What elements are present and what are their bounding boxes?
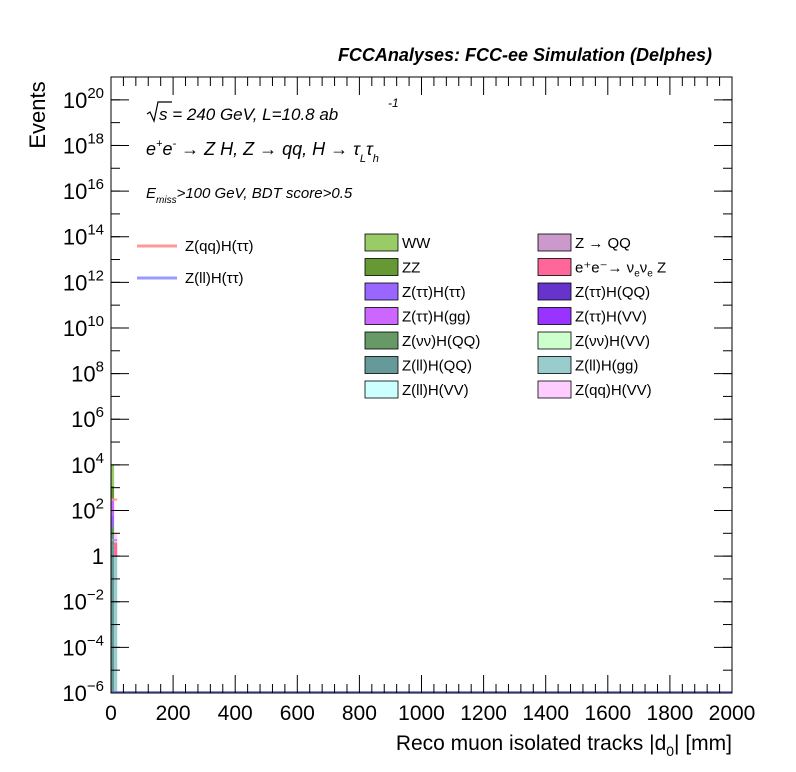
process-annotation: e+e- → Z H, Z → qq, H → τLτh [146, 138, 379, 165]
legend-label-z-h-gg: Z(ττ)H(gg) [402, 309, 471, 326]
lumi-exponent: -1 [388, 96, 399, 110]
legend-box-z-h-qq [537, 282, 572, 301]
legend-box-z-h-vv [537, 331, 572, 350]
legend-box-z-qq [537, 233, 572, 252]
y-tick-label: 1010 [63, 313, 104, 341]
legend-box-z-h [364, 282, 399, 301]
bar-z-qq-h-vv-bin1 [114, 533, 118, 543]
legend-label-e-e-e-e-z: e⁺e⁻→ νeνe Z [575, 260, 666, 280]
legend-label-z-ll-h-gg: Z(ll)H(gg) [575, 358, 638, 375]
bar-z-ll-h-qq-bin0 [111, 545, 115, 693]
legend-box-zz [364, 258, 399, 276]
legend: Z(qq)H(ττ) Z(ll)H(ττ) WW Z → QQ ZZ e⁺e⁻→ νeνe… [137, 233, 666, 399]
y-tick-label: 1 [92, 544, 104, 569]
x-tick-label: 1600 [584, 702, 631, 725]
y-tick-label: 1016 [63, 176, 104, 204]
legend-box-e-e-e-e-z [537, 258, 572, 276]
legend-box-z-h-qq [364, 331, 399, 350]
legend-label-z-h-vv: Z(νν)H(VV) [575, 333, 650, 350]
legend-label-z-h: Z(ττ)H(ττ) [402, 284, 466, 301]
y-tick-label: 104 [71, 450, 104, 478]
legend-label-z-qq-h: Z(qq)H(ττ) [185, 238, 254, 255]
svg-text:Emiss>100 GeV, BDT score>0.5: Emiss>100 GeV, BDT score>0.5 [146, 185, 353, 206]
y-tick-label: 102 [71, 495, 104, 523]
x-axis-label: Reco muon isolated tracks |d0| [mm] [396, 732, 732, 759]
y-tick-label: 10−6 [62, 678, 104, 706]
x-tick-label: 1200 [460, 702, 507, 725]
y-tick-label: 1014 [63, 222, 104, 250]
x-tick-label: 800 [342, 702, 377, 725]
cuts-annotation: Emiss>100 GeV, BDT score>0.5 [146, 185, 353, 206]
svg-text:e+e- → Z H, Z → qq, H → τLτ: e+e- → Z H, Z → qq, H → τLτh [146, 138, 379, 165]
legend-box-z-ll-h-gg [537, 356, 572, 374]
legend-label-z-ll-h-vv: Z(ll)H(VV) [402, 382, 469, 399]
x-axis: 0 200 400 600 800 1000 1200 1400 1600 1800 2000 [105, 77, 755, 725]
legend-label-z-h-qq: Z(νν)H(QQ) [402, 333, 480, 350]
legend-label-z-ll-h-qq: Z(ll)H(QQ) [402, 358, 472, 375]
legend-label-z-qq: Z → QQ [575, 235, 631, 252]
legend-label-z-qq-h-vv: Z(qq)H(VV) [575, 382, 652, 399]
bar-z-h-bin0 [111, 515, 115, 527]
x-tick-label: 400 [218, 702, 253, 725]
y-axis-label: Events [25, 81, 50, 148]
legend-box-z-ll-h-vv [364, 380, 399, 399]
signal-curves [111, 498, 732, 693]
bar-z-h-gg-bin0 [111, 499, 115, 516]
bar-ww-bin0 [111, 464, 115, 486]
bar-e-e-e-e-z-bin1 [114, 542, 118, 557]
legend-box-z-qq-h-vv [537, 380, 572, 399]
y-tick-label: 10−2 [62, 587, 104, 615]
x-tick-label: 200 [156, 702, 191, 725]
bar-zz-bin0 [111, 485, 115, 500]
legend-box-z-h-gg [364, 307, 399, 325]
legend-box-z-ll-h-qq [364, 356, 399, 374]
x-tick-label: 1800 [647, 702, 694, 725]
x-tick-label: 1000 [398, 702, 445, 725]
sqrt-symbol [146, 101, 172, 123]
x-tick-label: 0 [105, 702, 117, 725]
y-tick-label: 10−4 [62, 632, 104, 660]
bar-z-h-qq-bin0 [111, 526, 115, 546]
y-tick-label: 1012 [63, 267, 104, 295]
y-axis: 10−6 10−4 10−2 1 102 104 106 108 1010 1012 1014 101… [62, 76, 732, 706]
legend-label-z-h-vv: Z(ττ)H(VV) [575, 309, 647, 326]
x-tick-label: 600 [280, 702, 315, 725]
legend-label-z-h-qq: Z(ττ)H(QQ) [575, 284, 650, 301]
legend-label-ww: WW [402, 235, 431, 252]
chart-title: FCCAnalyses: FCC-ee Simulation (Delphes) [338, 45, 712, 65]
y-tick-label: 1018 [63, 130, 104, 158]
energy-lumi-text: s = 240 GeV, L=10.8 ab [159, 105, 338, 124]
legend-box-z-h-vv [537, 307, 572, 325]
x-tick-label: 2000 [709, 702, 756, 725]
y-tick-label: 108 [71, 359, 104, 387]
energy-lumi-annotation: s = 240 GeV, L=10.8 ab -1 [146, 96, 399, 124]
y-tick-label: 106 [71, 404, 104, 432]
y-tick-label: 1020 [63, 85, 104, 113]
legend-box-ww [364, 233, 399, 252]
legend-label-z-ll-h: Z(ll)H(ττ) [185, 270, 244, 287]
x-tick-label: 1400 [522, 702, 569, 725]
legend-label-zz: ZZ [402, 260, 420, 277]
